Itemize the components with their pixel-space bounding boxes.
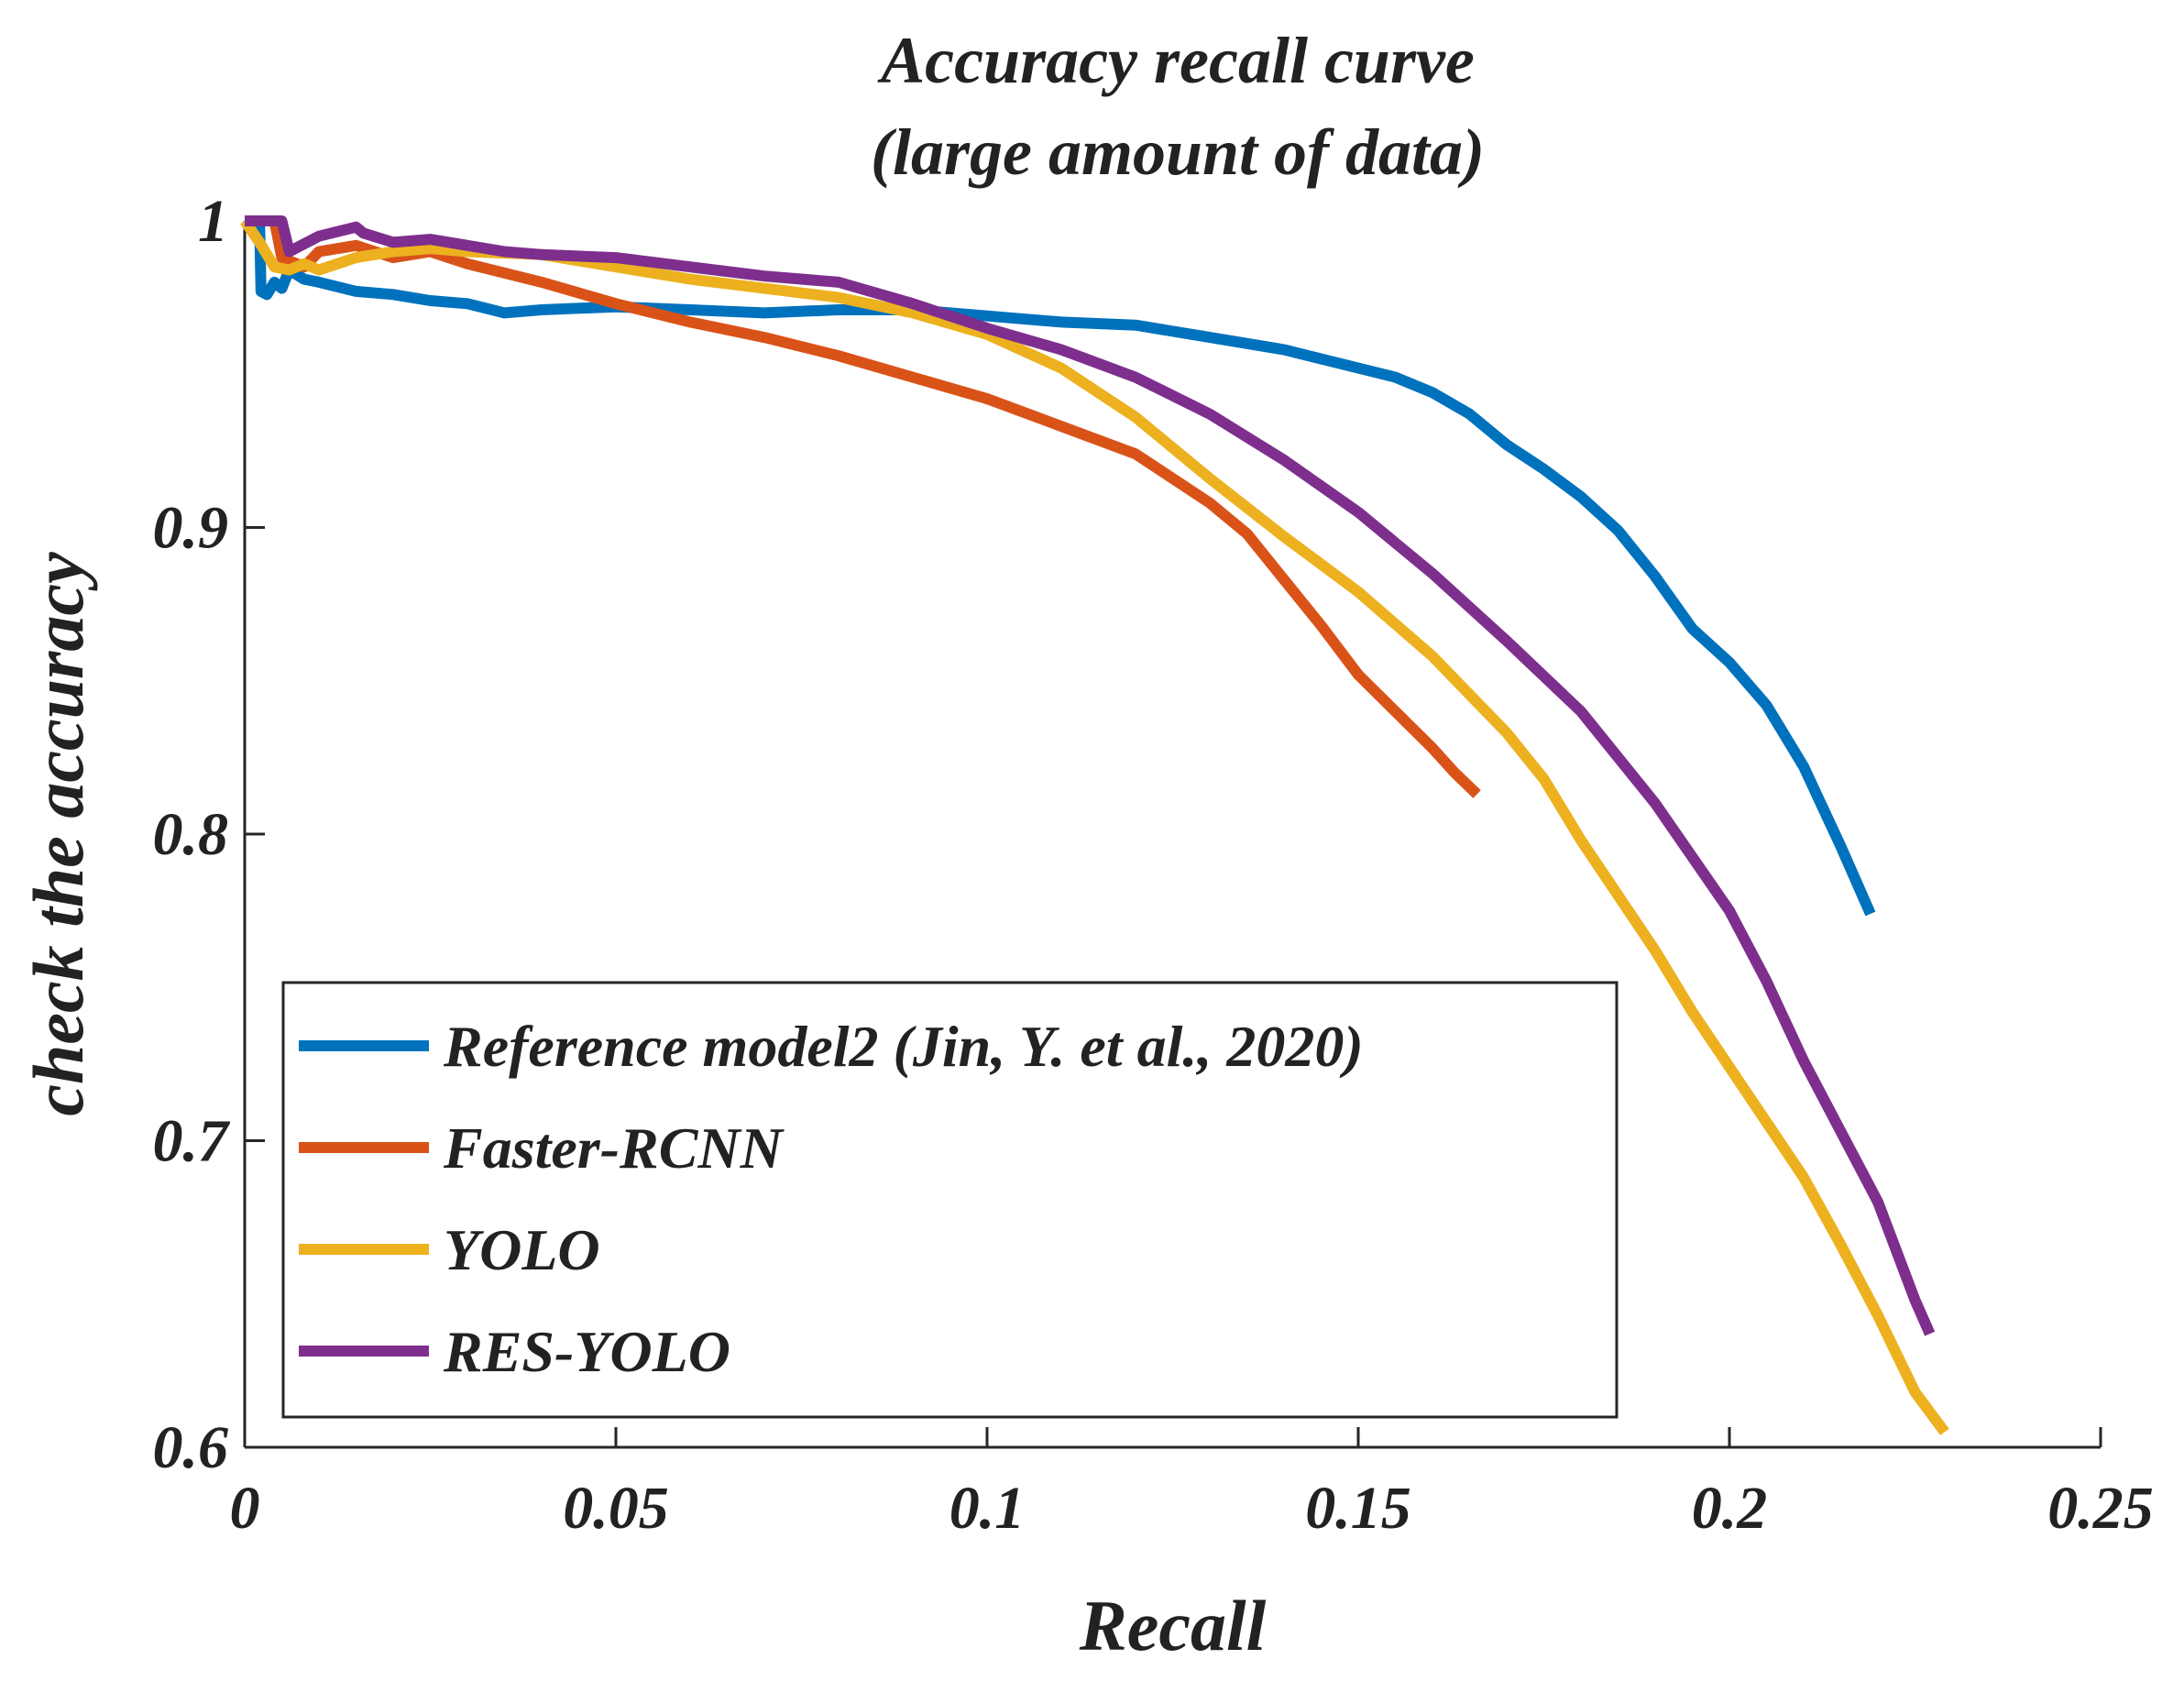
legend-label: Reference model2 (Jin, Y. et al., 2020) bbox=[443, 1014, 1364, 1079]
legend: Reference model2 (Jin, Y. et al., 2020) F… bbox=[281, 981, 1619, 1419]
series-line-res-yolo bbox=[245, 215, 1936, 1336]
x-tick-label: 0 bbox=[230, 1475, 260, 1542]
series-line-yolo bbox=[240, 217, 1949, 1435]
y-tick-label: 0.8 bbox=[153, 801, 229, 868]
y-tick-label: 1 bbox=[198, 188, 228, 255]
series-line-faster-rcnn bbox=[245, 215, 1481, 798]
legend-label: YOLO bbox=[444, 1217, 600, 1282]
x-axis-label: Recall bbox=[1079, 1586, 1267, 1665]
y-axis-label: check the accuracy bbox=[18, 552, 98, 1116]
chart-title: Accuracy recall curve (large amount of da… bbox=[871, 24, 1485, 189]
legend-box bbox=[281, 981, 1619, 1419]
x-axis-ticks: 0 0.05 0.1 0.15 0.2 0.25 bbox=[230, 1427, 2154, 1542]
x-tick-label: 0.15 bbox=[1305, 1475, 1411, 1542]
y-tick-label: 0.7 bbox=[153, 1108, 232, 1175]
y-tick-label: 0.6 bbox=[153, 1414, 229, 1481]
y-tick-label: 0.9 bbox=[153, 495, 229, 562]
chart-title-line-2: (large amount of data) bbox=[871, 115, 1485, 189]
x-tick-label: 0.1 bbox=[949, 1475, 1026, 1542]
legend-label: RES-YOLO bbox=[443, 1319, 730, 1384]
series-line-reference-model2-jin-y-et-al-2020 bbox=[245, 215, 1876, 917]
x-tick-label: 0.05 bbox=[563, 1475, 669, 1542]
chart-title-line-1: Accuracy recall curve bbox=[877, 24, 1475, 97]
series-lines bbox=[240, 215, 1949, 1435]
y-axis-ticks: 0.6 0.7 0.8 0.9 1 bbox=[153, 188, 265, 1481]
x-tick-label: 0.25 bbox=[2047, 1475, 2154, 1542]
legend-label: Faster-RCNN bbox=[443, 1115, 785, 1181]
x-tick-label: 0.2 bbox=[1692, 1475, 1768, 1542]
